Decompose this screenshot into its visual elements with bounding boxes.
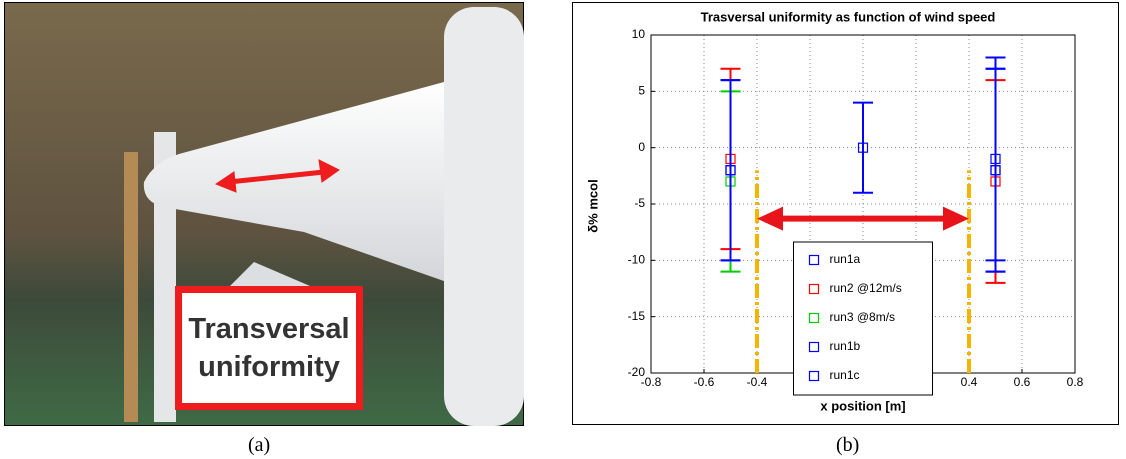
legend-marker [808, 283, 820, 295]
x-axis-label: x position [m] [820, 398, 905, 413]
x-tick-label: -0.8 [641, 375, 662, 389]
y-tick-label: -20 [628, 365, 646, 379]
tube [143, 82, 505, 302]
arrow-head [757, 206, 783, 231]
marker [725, 165, 736, 176]
x-tick-label: 0.4 [961, 375, 978, 389]
x-tick-label: 0.8 [1067, 375, 1084, 389]
marker [857, 142, 869, 153]
chart: Trasversal uniformity as function of win… [572, 2, 1119, 425]
marker [990, 165, 1001, 176]
photo-arrow [214, 159, 340, 193]
photo-label: Transversal uniformity [175, 286, 363, 410]
legend-box [793, 241, 933, 396]
error-bar [720, 79, 741, 262]
legend-marker [808, 341, 820, 353]
legend-marker [808, 312, 820, 324]
error-bar [853, 101, 873, 194]
x-tick-label: 0.6 [1014, 375, 1031, 389]
x-tick-label: -0.6 [694, 375, 715, 389]
chart-title: Trasversal uniformity as function of win… [701, 9, 996, 24]
legend-marker [808, 370, 820, 382]
legend: run1a run2 @12m/s run3 @8m/s run1b run1c [793, 241, 933, 396]
y-tick-label: -15 [628, 309, 646, 323]
x-tick-label: -0.4 [747, 375, 768, 389]
arrow-head [943, 206, 969, 231]
y-axis-label: δ% mcol [585, 179, 600, 232]
legend-label: run3 @8m/s [830, 310, 896, 324]
error-bar [985, 67, 1006, 273]
pole [124, 152, 138, 422]
y-tick-label: 10 [632, 27, 646, 41]
legend-marker [808, 254, 820, 266]
legend-label: run1a [830, 252, 861, 266]
y-tick-label: 5 [638, 84, 645, 98]
caption: (b) [836, 434, 860, 456]
y-tick-label: 0 [638, 140, 645, 154]
legend-label: run1b [830, 339, 861, 353]
legend-label: run1c [830, 368, 860, 382]
caption: (a) [248, 434, 271, 456]
photo [4, 2, 524, 426]
legend-label: run2 @12m/s [830, 281, 902, 295]
y-tick-label: -10 [628, 253, 646, 267]
frame [444, 7, 524, 426]
y-tick-label: -5 [634, 196, 645, 210]
